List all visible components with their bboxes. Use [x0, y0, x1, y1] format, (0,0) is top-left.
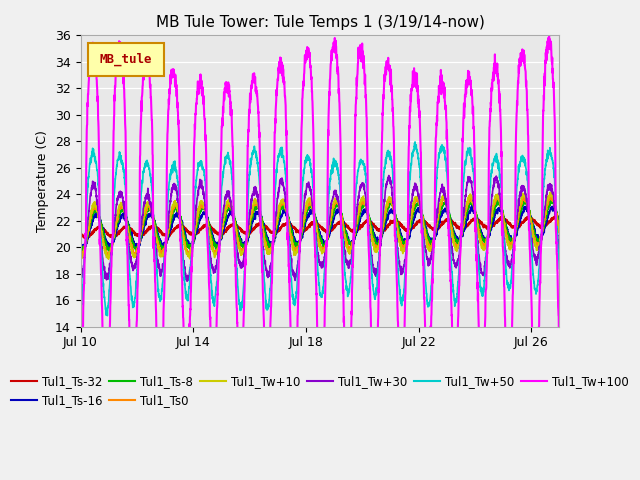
- Legend: Tul1_Ts-32, Tul1_Ts-16, Tul1_Ts-8, Tul1_Ts0, Tul1_Tw+10, Tul1_Tw+30, Tul1_Tw+50,: Tul1_Ts-32, Tul1_Ts-16, Tul1_Ts-8, Tul1_…: [6, 370, 634, 412]
- Text: MB_tule: MB_tule: [100, 53, 152, 66]
- Y-axis label: Temperature (C): Temperature (C): [36, 130, 49, 232]
- FancyBboxPatch shape: [88, 43, 164, 76]
- Title: MB Tule Tower: Tule Temps 1 (3/19/14-now): MB Tule Tower: Tule Temps 1 (3/19/14-now…: [156, 15, 484, 30]
